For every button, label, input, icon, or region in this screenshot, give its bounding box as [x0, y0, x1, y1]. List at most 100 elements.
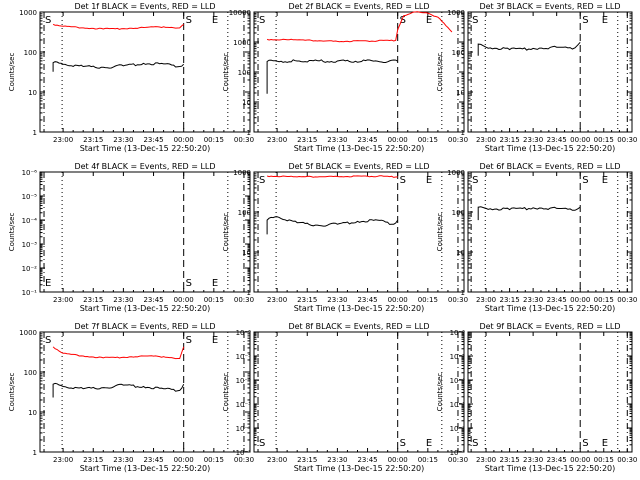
y-tick-label: 1000 — [233, 169, 251, 177]
s-marker-label: S — [400, 438, 406, 449]
plot-title: Det 9f BLACK = Events, RED = LLD — [479, 322, 620, 331]
start-marker-label: S — [45, 335, 51, 346]
plot-frame — [467, 171, 633, 293]
x-tick-label: 23:15 — [499, 296, 519, 304]
y-tick-label: 1 — [247, 129, 251, 137]
lld-series-line — [266, 175, 398, 178]
x-tick-label: 23:00 — [476, 136, 496, 144]
x-tick-label: 23:00 — [476, 296, 496, 304]
plot-frame — [253, 11, 465, 133]
e-marker-label: E — [602, 438, 608, 449]
x-axis-label: Start Time (13-Dec-15 22:50:20) — [294, 144, 425, 153]
x-tick-label: 23:30 — [327, 136, 347, 144]
plot-title: Det 1f BLACK = Events, RED = LLD — [74, 2, 215, 11]
plot-title: Det 4f BLACK = Events, RED = LLD — [74, 162, 215, 171]
x-tick-label: 00:15 — [204, 136, 224, 144]
x-tick-label: 00:00 — [570, 296, 590, 304]
x-tick-label: 23:00 — [53, 456, 73, 464]
start-marker-label: E — [45, 278, 51, 289]
y-tick-label: 10⁻⁴ — [236, 377, 252, 385]
y-axis-label: Counts/sec — [8, 213, 16, 252]
x-tick-label: 00:00 — [174, 136, 194, 144]
x-tick-label: 00:30 — [448, 456, 468, 464]
s-marker-label: S — [400, 175, 406, 186]
y-tick-label: 10 — [242, 249, 251, 257]
y-tick-label: 100 — [238, 209, 251, 217]
y-tick-label: 10⁻³ — [236, 401, 252, 409]
plot-title: Det 3f BLACK = Events, RED = LLD — [479, 2, 620, 11]
x-tick-label: 23:00 — [267, 456, 287, 464]
y-axis-label: Counts/sec — [222, 373, 230, 412]
start-marker-label: S — [259, 438, 265, 449]
x-tick-label: 23:30 — [113, 296, 133, 304]
lld-series-line — [52, 23, 185, 30]
s-marker-label: S — [582, 175, 588, 186]
events-series-line — [52, 61, 185, 72]
events-series-line — [52, 382, 185, 398]
y-tick-label: 10⁻⁴ — [450, 377, 466, 385]
x-tick-label: 00:30 — [617, 456, 637, 464]
plot-title: Det 8f BLACK = Events, RED = LLD — [288, 322, 429, 331]
y-tick-label: 100 — [452, 209, 465, 217]
start-marker-label: S — [472, 438, 478, 449]
s-marker-label: S — [582, 438, 588, 449]
y-tick-label: 10 — [242, 99, 251, 107]
y-tick-label: 100 — [24, 369, 37, 377]
x-tick-label: 00:00 — [388, 136, 408, 144]
lld-series-line — [52, 346, 185, 360]
y-tick-label: 10⁻³ — [22, 241, 38, 249]
e-marker-label: E — [426, 175, 432, 186]
x-tick-label: 00:15 — [418, 456, 438, 464]
x-tick-label: 23:15 — [297, 136, 317, 144]
x-tick-label: 23:15 — [499, 136, 519, 144]
e-marker-label: E — [426, 15, 432, 26]
s-marker-label: S — [186, 335, 192, 346]
y-tick-label: 10 — [28, 89, 37, 97]
y-tick-label: 10⁻⁵ — [22, 193, 38, 201]
y-tick-label: 10 — [456, 89, 465, 97]
x-axis-label: Start Time (13-Dec-15 22:50:20) — [80, 464, 211, 473]
s-marker-label: S — [186, 15, 192, 26]
y-tick-label: 1 — [33, 449, 37, 457]
y-tick-label: 1000 — [19, 9, 37, 17]
x-tick-label: 23:30 — [523, 136, 543, 144]
x-tick-label: 23:15 — [499, 456, 519, 464]
x-axis-label: Start Time (13-Dec-15 22:50:20) — [80, 304, 211, 313]
x-axis-label: Start Time (13-Dec-15 22:50:20) — [80, 144, 211, 153]
x-tick-label: 23:45 — [547, 136, 567, 144]
y-tick-label: 1000 — [447, 9, 465, 17]
x-tick-label: 00:30 — [617, 296, 637, 304]
y-axis-label: Counts/sec — [8, 53, 16, 92]
start-marker-label: S — [259, 175, 265, 186]
x-tick-label: 00:15 — [594, 136, 614, 144]
x-tick-label: 00:30 — [617, 136, 637, 144]
y-tick-label: 1 — [461, 289, 465, 297]
start-marker-label: S — [45, 15, 51, 26]
x-tick-label: 23:15 — [83, 296, 103, 304]
y-tick-label: 10⁻⁶ — [22, 169, 38, 177]
y-tick-label: 1 — [33, 129, 37, 137]
x-axis-label: Start Time (13-Dec-15 22:50:20) — [294, 464, 425, 473]
plot-panel-2: Det 2f BLACK = Events, RED = LLD 23:00 23:… — [222, 2, 468, 153]
e-marker-label: E — [212, 15, 218, 26]
y-tick-label: 100 — [452, 49, 465, 57]
events-series-line — [266, 216, 399, 235]
x-tick-label: 00:00 — [174, 456, 194, 464]
plot-panel-4: Det 4f BLACK = Events, RED = LLD 23:00 23:… — [8, 162, 254, 313]
y-tick-label: 10⁻⁶ — [236, 329, 252, 337]
x-tick-label: 00:15 — [418, 136, 438, 144]
x-tick-label: 23:30 — [523, 456, 543, 464]
y-axis-label: Counts/sec — [8, 373, 16, 412]
plot-frame — [253, 331, 465, 453]
events-series-line — [477, 206, 581, 221]
x-tick-label: 23:45 — [357, 296, 377, 304]
y-tick-label: 10⁻⁵ — [450, 353, 466, 361]
x-tick-label: 23:00 — [267, 136, 287, 144]
y-tick-label: 1 — [247, 289, 251, 297]
y-tick-label: 1000 — [447, 169, 465, 177]
e-marker-label: E — [212, 278, 218, 289]
x-tick-label: 23:15 — [297, 296, 317, 304]
x-tick-label: 00:30 — [234, 456, 254, 464]
x-tick-label: 23:30 — [327, 296, 347, 304]
